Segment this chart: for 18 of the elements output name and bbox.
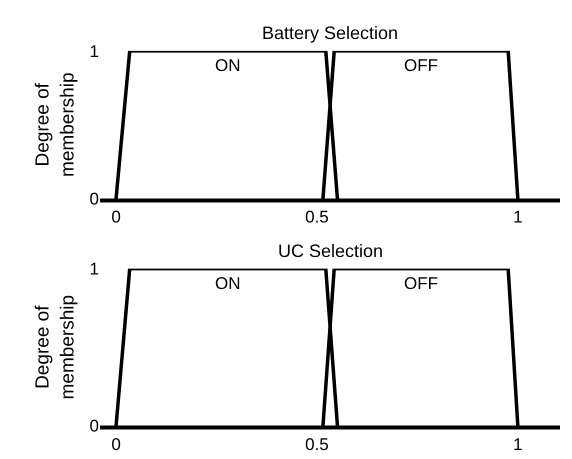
x-tick-label: 0.5 [305,434,329,454]
x-tick-label: 1 [513,208,523,227]
y-tick-label: 1 [90,42,99,61]
y-tick-label: 0 [90,190,99,209]
y-tick-label: 0 [90,416,99,436]
y-tick-label: 1 [90,260,99,279]
chart-title: Battery Selection [262,23,398,43]
series-label: ON [215,56,240,75]
x-tick-label: 1 [513,434,523,454]
series-label: OFF [404,274,438,293]
x-tick-label: 0 [111,208,121,227]
y-axis-title: Degree of membership [32,294,78,400]
x-tick-label: 0 [111,434,121,454]
x-tick-label: 0.5 [305,208,329,227]
series-label: ON [215,274,240,293]
series-label: OFF [404,56,438,75]
chart-title: UC Selection [278,241,384,261]
y-axis-title: Degree of membership [32,72,78,178]
